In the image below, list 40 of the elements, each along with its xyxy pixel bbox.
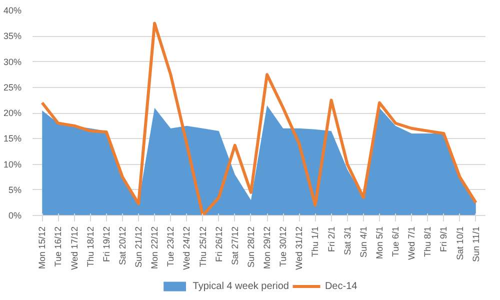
x-tick-label: Thu 8/1: [422, 226, 433, 258]
x-tick-label: Fri 19/12: [101, 226, 112, 262]
x-tick-label: Tue 23/12: [166, 226, 176, 267]
x-tick-label: Fri 26/12: [214, 226, 224, 262]
x-tick-label: Tue 16/12: [53, 226, 64, 267]
y-tick-label: 25%: [3, 82, 22, 92]
legend-label: Dec-14: [324, 280, 358, 292]
x-tick-label: Sat 3/1: [342, 226, 352, 256]
y-tick-label: 35%: [3, 31, 22, 42]
x-tick-label: Wed 17/12: [69, 226, 80, 270]
x-tick-label: Sun 11/1: [470, 226, 481, 262]
line-series: [40, 22, 478, 216]
y-tick-label: 30%: [3, 56, 22, 67]
y-tick-label: 5%: [8, 184, 22, 195]
x-tick-label: Wed 7/1: [406, 226, 417, 260]
x-tick-label: Tue 30/12: [278, 226, 288, 267]
x-tick-label: Sat 20/12: [117, 226, 128, 266]
x-tick-label: Mon 29/12: [262, 226, 272, 270]
y-tick-label: 20%: [3, 108, 22, 118]
y-tick-label: 40%: [3, 6, 22, 16]
x-tick-label: Mon 15/12: [37, 226, 48, 270]
x-tick-label: Sun 4/1: [358, 226, 368, 258]
x-tick-label: Fri 9/1: [438, 226, 449, 252]
x-tick-label: Tue 6/1: [390, 226, 401, 257]
x-tick-label: Wed 31/12: [294, 226, 304, 270]
x-tick-label: Sun 28/12: [246, 226, 256, 268]
x-tick-label: Thu 1/1: [310, 226, 320, 258]
legend-label: Typical 4 week period: [192, 280, 289, 292]
x-tick-label: Wed 24/12: [182, 226, 192, 270]
y-tick-label: 15%: [3, 134, 22, 144]
x-tick-label: Mon 22/12: [150, 226, 160, 270]
y-tick-label: 0%: [8, 210, 22, 220]
x-tick-label: Thu 18/12: [85, 226, 96, 268]
y-tick-label: 10%: [3, 159, 22, 170]
x-tick-label: Sun 21/12: [134, 226, 144, 268]
x-tick-label: Sat 27/12: [230, 226, 240, 266]
x-tick-label: Fri 2/1: [326, 226, 336, 252]
x-tick-label: Thu 25/12: [198, 226, 208, 268]
x-tick-label: Mon 5/1: [374, 226, 384, 260]
x-tick-label: Sat 10/1: [454, 226, 465, 260]
